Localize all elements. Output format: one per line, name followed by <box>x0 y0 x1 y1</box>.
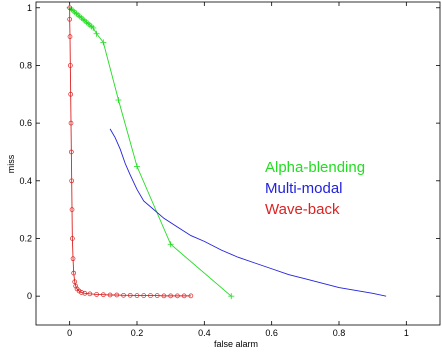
data-point <box>168 293 174 299</box>
ticks-group: 0 0.2 0.4 0.6 0.8 1 0 0.2 0.4 0.6 0.8 1 <box>19 2 440 338</box>
data-point <box>69 207 75 212</box>
data-point <box>114 292 120 298</box>
data-point <box>141 293 147 298</box>
series-line-alpha-blending <box>69 7 232 297</box>
data-point <box>100 39 107 46</box>
data-point <box>94 292 99 297</box>
x-tick-label: 0.2 <box>131 328 144 338</box>
x-tick-label: 0.4 <box>198 328 211 338</box>
y-tick-label: 0.6 <box>19 118 32 128</box>
data-point <box>72 279 78 285</box>
y-tick-label: 1 <box>27 3 32 13</box>
data-point <box>68 120 74 126</box>
data-point <box>188 293 194 299</box>
y-tick-label: 0.4 <box>19 176 32 186</box>
data-point <box>107 292 113 298</box>
legend-group: Alpha-blending Multi-modal Wave-back <box>265 159 365 218</box>
data-point <box>69 178 75 184</box>
data-point <box>70 236 75 241</box>
data-point <box>175 293 180 299</box>
data-point <box>73 283 79 289</box>
legend-entry-alpha-blending: Alpha-blending <box>265 159 365 176</box>
data-point <box>67 34 73 39</box>
series-multi-modal <box>109 128 387 297</box>
legend-entry-wave-back: Wave-back <box>265 201 340 218</box>
data-point <box>161 293 167 299</box>
data-point <box>228 293 235 300</box>
x-tick-label: 0.6 <box>265 328 278 338</box>
data-point <box>134 293 140 298</box>
y-tick-label: 0.8 <box>19 60 32 70</box>
x-tick-label: 1 <box>404 328 409 338</box>
y-axis-label: miss <box>6 154 16 173</box>
data-point <box>115 97 122 104</box>
legend-entry-multi-modal: Multi-modal <box>265 180 343 197</box>
data-point <box>87 291 93 297</box>
data-point <box>67 5 73 11</box>
x-tick-label: 0.8 <box>333 328 346 338</box>
data-point <box>70 256 76 262</box>
data-point <box>154 293 160 298</box>
data-point <box>90 24 97 31</box>
y-tick-label: 0.2 <box>19 233 32 243</box>
data-point <box>148 293 153 298</box>
x-tick-label: 0 <box>67 328 72 338</box>
series-line-wave-back <box>69 7 191 297</box>
plot-frame <box>35 1 441 326</box>
data-point <box>127 292 133 298</box>
data-point <box>134 163 140 170</box>
data-point <box>67 63 73 68</box>
data-point <box>181 293 187 299</box>
data-point <box>121 292 126 298</box>
data-point <box>67 16 73 22</box>
data-point <box>71 270 77 276</box>
plot-frame-group <box>35 1 441 326</box>
data-point <box>68 91 74 97</box>
data-point <box>167 241 174 248</box>
data-point <box>76 288 82 294</box>
y-tick-label: 0 <box>27 291 32 301</box>
series-wave-back <box>67 5 194 299</box>
series-group <box>66 4 387 300</box>
data-point <box>79 290 84 295</box>
data-point <box>100 292 106 298</box>
data-point <box>68 149 74 155</box>
series-line-multi-modal <box>109 128 387 297</box>
series-alpha-blending <box>66 4 235 300</box>
data-point <box>93 30 100 37</box>
data-point <box>82 290 88 296</box>
x-axis-label: false alarm <box>214 339 258 349</box>
